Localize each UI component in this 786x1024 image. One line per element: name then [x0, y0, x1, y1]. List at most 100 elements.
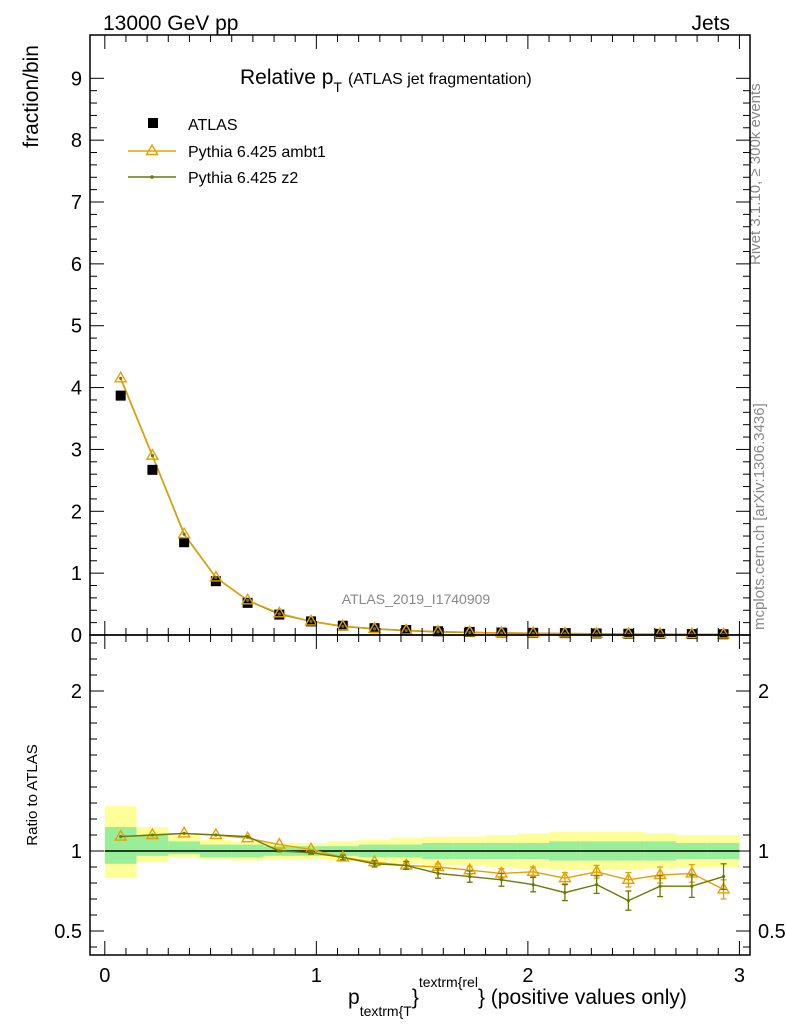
z2-point [404, 628, 408, 633]
z2-point [245, 598, 250, 602]
x-tick-label: 2 [522, 965, 533, 987]
header-collision-label: 13000 GeV pp [103, 12, 238, 35]
z2-point [531, 631, 535, 635]
legend-marker-z2 [150, 175, 154, 179]
z2-point [150, 454, 155, 458]
main-title: Relative pT (ATLAS jet fragmentation) [240, 66, 532, 95]
rivet-version-label: Rivet 3.1.10, ≥ 300k events [747, 83, 764, 265]
z2-point [309, 619, 313, 623]
z2-point [468, 630, 472, 635]
z2-point [436, 630, 440, 634]
ambt1-point [177, 526, 191, 539]
ratio-point-z2 [341, 855, 345, 860]
x-axis-label-subscript: textrm{T [360, 1003, 413, 1019]
ratio-ytick-label: 2 [71, 681, 82, 703]
legend-label-z2: Pythia 6.425 z2 [188, 170, 298, 187]
x-tick-label: 3 [734, 965, 745, 987]
z2-point [119, 376, 123, 380]
ambt1-point [494, 625, 509, 638]
legend-label-ambt1: Pythia 6.425 ambt1 [188, 144, 326, 161]
main-ytick-label: 7 [71, 192, 82, 214]
ratio-point-z2 [499, 878, 504, 882]
main-ytick-label: 5 [71, 316, 82, 338]
z2-point [277, 612, 281, 616]
atlas-point [147, 464, 158, 475]
ratio-point-z2 [690, 884, 694, 888]
ambt1-point [304, 613, 318, 626]
z2-point [372, 627, 377, 631]
ratio-ytick-label: 1 [71, 841, 82, 863]
atlas-point [242, 597, 253, 608]
ambt1-point [526, 625, 540, 638]
ratio-ytick-label-right: 2 [758, 681, 769, 703]
ratio-point-z2 [309, 851, 313, 855]
ratio-point-z2 [626, 899, 630, 903]
ratio-point-z2 [214, 833, 218, 837]
ambt1-point [240, 592, 255, 605]
uncertainty-band-inner [104, 827, 137, 864]
ratio-point-ambt1 [209, 827, 223, 840]
ratio-ytick-label: 0.5 [54, 921, 82, 943]
ambt1-point [685, 626, 699, 639]
ratio-line-z2 [120, 832, 724, 902]
main-ytick-label: 8 [71, 130, 82, 152]
ambt1-point [336, 618, 350, 631]
main-ytick-label: 6 [71, 254, 82, 276]
ratio-point-ambt1 [145, 827, 160, 840]
analysis-watermark: ATLAS_2019_I1740909 [342, 591, 491, 607]
ratio-ylabel: Ratio to ATLAS [24, 744, 41, 845]
main-title-subscript: T [333, 79, 342, 95]
uncertainty-band-inner [168, 841, 200, 855]
ambt1-point [653, 626, 667, 639]
x-axis-label-close-brace: } [412, 986, 419, 1009]
ratio-point-z2 [119, 835, 123, 839]
ratio-point-ambt1 [272, 837, 287, 849]
ratio-point-z2 [277, 849, 281, 853]
ambt1-point [558, 626, 572, 638]
ratio-point-z2 [245, 835, 250, 839]
ratio-point-z2 [150, 833, 155, 837]
legend-marker-atlas [148, 118, 158, 128]
x-tick-label: 0 [99, 965, 110, 987]
z2-point [499, 631, 504, 635]
ratio-point-ambt1 [336, 850, 350, 862]
x-axis-label: ptextrm{T}textrm{rel} (positive values o… [348, 974, 687, 1019]
main-ylabel: fraction/bin [20, 45, 43, 148]
ratio-ytick-label-right: 0.5 [758, 921, 786, 943]
ratio-point-ambt1 [113, 829, 128, 841]
atlas-point [115, 390, 126, 401]
x-axis-label-superscript: textrm{rel [419, 974, 478, 990]
ratio-point-z2 [531, 883, 535, 887]
main-panel: 0 1 2 3 4 5 6 7 8 9 fraction/bin Relative pT (ATLA… [20, 34, 751, 647]
atlas-point [179, 537, 190, 548]
legend-marker-ambt1 [145, 143, 159, 156]
ambt1-point [621, 626, 636, 639]
x-tick-label: 1 [311, 965, 322, 987]
ratio-point-z2 [563, 891, 567, 895]
ambt1-point [716, 627, 731, 639]
ambt1-point [399, 623, 413, 635]
main-ytick-label: 4 [71, 378, 82, 400]
ratio-point-z2 [658, 884, 662, 888]
x-axis-label-main: p [348, 986, 360, 1009]
ratio-point-z2 [182, 831, 186, 836]
ratio-point-z2 [468, 875, 472, 879]
header-jets-label: Jets [691, 12, 730, 35]
ambt1-point [367, 621, 382, 634]
main-ytick-label: 9 [71, 68, 82, 90]
ratio-point-ambt1 [526, 864, 540, 876]
ambt1-point [113, 370, 128, 383]
ambt1-point [209, 570, 223, 582]
ratio-point-ambt1 [177, 826, 191, 838]
ratio-point-ambt1 [716, 882, 731, 894]
ambt1-point [589, 626, 604, 638]
main-ytick-label: 0 [71, 625, 82, 647]
ambt1-point [462, 624, 477, 637]
ratio-ytick-label-right: 1 [758, 841, 769, 863]
z2-point [341, 624, 345, 628]
legend-label-atlas: ATLAS [188, 117, 238, 134]
ambt1-point [145, 448, 160, 460]
ratio-point-z2 [595, 883, 599, 887]
ambt1-point [272, 605, 287, 618]
